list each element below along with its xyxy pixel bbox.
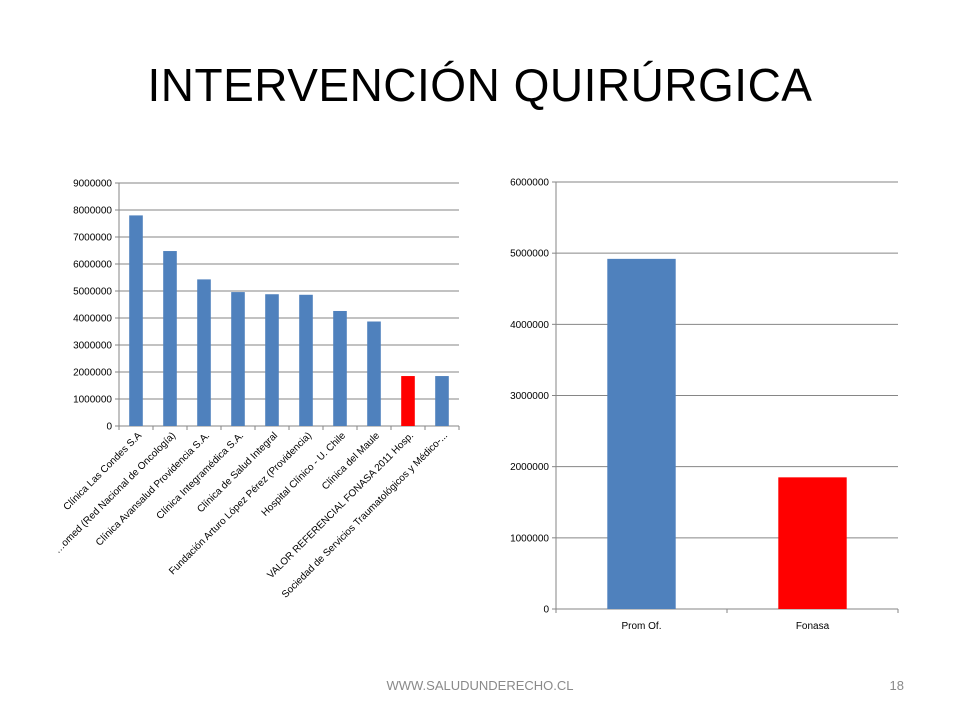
bar — [299, 294, 313, 426]
x-tick-label: Fonasa — [796, 621, 830, 632]
y-tick-label: 0 — [106, 422, 112, 433]
y-tick-label: 2000000 — [510, 462, 549, 473]
y-tick-label: 2000000 — [73, 368, 112, 379]
x-tick-label: Clínica del Maule — [320, 430, 382, 492]
bar — [435, 376, 449, 426]
bar — [129, 215, 143, 426]
page-number: 18 — [889, 678, 904, 693]
y-tick-label: 6000000 — [510, 178, 549, 189]
x-tick-label: …omed (Red Nacional de Oncología) — [52, 430, 178, 556]
bar — [401, 376, 415, 426]
y-tick-label: 4000000 — [73, 314, 112, 325]
bar-chart-clinics: 0 1000000 2000000 3000000 4000000 5000000 6000… — [52, 179, 460, 600]
bar — [265, 294, 279, 426]
y-tick-label: 5000000 — [510, 249, 549, 260]
y-tick-label: 1000000 — [73, 395, 112, 406]
x-tick-label: Sociedad de Servicios Traumatológicos y … — [280, 430, 450, 600]
slide-title: INTERVENCIÓN QUIRÚRGICA — [147, 59, 813, 111]
bar — [197, 279, 211, 426]
bar — [163, 251, 177, 426]
y-tick-label: 6000000 — [73, 260, 112, 271]
x-tick-label: Prom Of. — [621, 621, 661, 632]
y-tick-label: 3000000 — [510, 391, 549, 402]
bar — [778, 477, 847, 609]
y-tick-label: 8000000 — [73, 206, 112, 217]
y-tick-label: 7000000 — [73, 233, 112, 244]
y-tick-label: 1000000 — [510, 533, 549, 544]
bar — [231, 292, 245, 426]
footer-url: WWW.SALUDUNDERECHO.CL — [386, 678, 574, 693]
bar — [367, 321, 381, 426]
bar — [333, 310, 347, 426]
bar-chart-comparison: 0 1000000 2000000 3000000 4000000 5000000 6000… — [510, 178, 899, 632]
bar — [607, 258, 676, 609]
y-tick-label: 9000000 — [73, 179, 112, 190]
y-tick-label: 0 — [543, 605, 549, 616]
y-tick-label: 3000000 — [73, 341, 112, 352]
y-tick-label: 4000000 — [510, 320, 549, 331]
y-tick-label: 5000000 — [73, 287, 112, 298]
